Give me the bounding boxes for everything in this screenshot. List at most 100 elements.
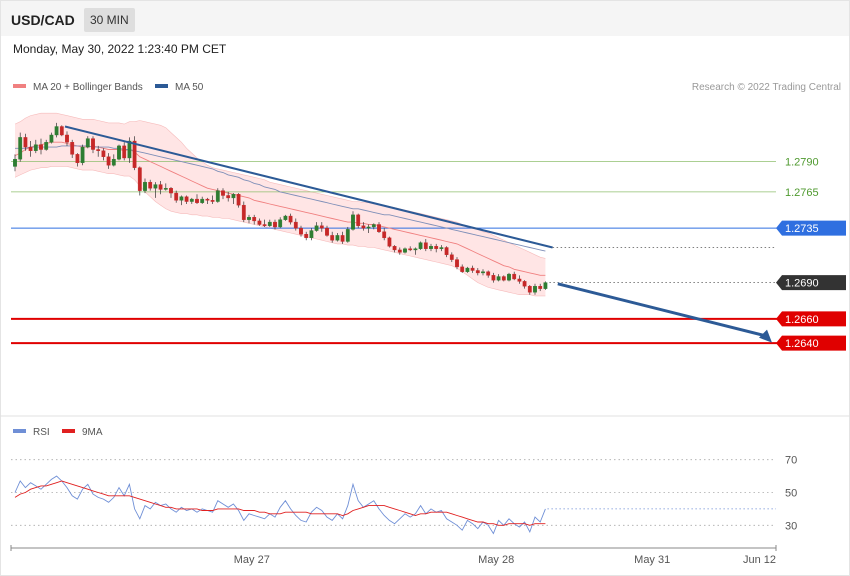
- candle-body: [481, 271, 485, 274]
- candle: [169, 187, 173, 198]
- candle-body: [13, 158, 17, 167]
- candle-body: [455, 259, 459, 268]
- candle: [75, 153, 80, 167]
- candle-body: [252, 217, 257, 222]
- candle-body: [267, 221, 272, 226]
- candle-body: [408, 248, 413, 251]
- ma20-legend-label: MA 20 + Bollinger Bands: [33, 82, 143, 93]
- candle-body: [340, 235, 345, 242]
- candle-body: [309, 230, 314, 239]
- price-legend: MA 20 + Bollinger Bands MA 50 Research ©…: [13, 82, 841, 93]
- candle: [96, 145, 101, 157]
- candle-body: [117, 145, 121, 160]
- level-tag-5: 1.2640: [776, 335, 846, 351]
- candle-body: [314, 225, 319, 231]
- candle-body: [283, 215, 288, 220]
- candle-body: [486, 271, 491, 276]
- candle-body: [507, 273, 511, 281]
- candle: [231, 193, 236, 204]
- research-credit: Research © 2022 Trading Central: [692, 82, 841, 93]
- candle: [527, 285, 532, 295]
- candle: [189, 197, 194, 204]
- level-label-1: 1.2765: [785, 187, 819, 199]
- candle-body: [356, 214, 361, 226]
- candle-body: [179, 196, 184, 201]
- candle: [371, 223, 376, 230]
- candle: [429, 243, 433, 252]
- bollinger-upper-line: [14, 112, 546, 259]
- candle-body: [210, 200, 215, 202]
- candle-body: [96, 149, 101, 151]
- chart-header: USD/CAD 30 MIN: [1, 1, 849, 36]
- candle: [158, 180, 163, 195]
- x-tick-label: May 28: [478, 554, 514, 566]
- candle: [70, 139, 75, 158]
- candle-body: [439, 247, 444, 249]
- candle-body: [221, 190, 225, 196]
- candle: [252, 214, 257, 225]
- rsi-level-label-30: 30: [785, 520, 797, 532]
- candle: [210, 195, 215, 204]
- candle: [236, 193, 241, 208]
- candle-body: [387, 237, 392, 247]
- candle: [444, 246, 449, 258]
- candle-body: [215, 190, 220, 202]
- projection-arrow-head: [759, 329, 772, 343]
- candle-body: [429, 246, 433, 249]
- candle-body: [278, 219, 283, 228]
- candle: [377, 222, 381, 233]
- candle-body: [195, 198, 199, 203]
- candle-body: [111, 158, 116, 166]
- candle: [39, 138, 43, 155]
- candle-body: [444, 247, 449, 255]
- ma20-legend-swatch: [13, 84, 26, 88]
- candle-body: [475, 270, 480, 274]
- candle-body: [288, 215, 293, 223]
- candle-body: [449, 254, 454, 260]
- timeframe-badge[interactable]: 30 MIN: [84, 8, 135, 32]
- trend-layer: [64, 125, 772, 343]
- candle-body: [39, 144, 43, 150]
- candle: [486, 270, 491, 278]
- candle: [101, 148, 106, 161]
- candle: [80, 144, 85, 166]
- candle: [117, 144, 121, 161]
- candle-body: [132, 140, 137, 168]
- candle-body: [543, 282, 548, 289]
- candle-body: [85, 138, 90, 148]
- candle-body: [33, 144, 38, 151]
- candle-body: [501, 276, 506, 281]
- candle: [460, 264, 465, 273]
- candle-body: [470, 267, 475, 271]
- candle: [314, 222, 319, 232]
- rsi-ma-legend-swatch: [62, 429, 75, 433]
- candle: [262, 219, 267, 227]
- candle: [49, 132, 54, 144]
- candle: [65, 131, 69, 146]
- candle-body: [527, 286, 532, 293]
- candle-body: [293, 221, 298, 229]
- candle: [522, 280, 527, 289]
- candle: [408, 246, 413, 252]
- candle: [382, 228, 387, 241]
- x-tick-label: May 27: [234, 554, 270, 566]
- candle: [23, 133, 28, 151]
- rsi-ma-line: [14, 480, 546, 526]
- candle: [475, 268, 480, 276]
- candle: [195, 194, 199, 204]
- candle: [179, 195, 184, 206]
- descending-trend-line: [64, 125, 553, 249]
- candle: [153, 182, 158, 198]
- candle-body: [382, 231, 387, 239]
- candle-body: [413, 248, 418, 251]
- candle: [533, 283, 537, 295]
- candle-body: [59, 126, 64, 136]
- candle-body: [262, 224, 267, 226]
- candle-body: [304, 233, 309, 239]
- candle-body: [366, 226, 371, 229]
- candle: [174, 190, 179, 203]
- candle: [247, 214, 251, 224]
- candle: [283, 214, 288, 221]
- candle: [481, 269, 485, 276]
